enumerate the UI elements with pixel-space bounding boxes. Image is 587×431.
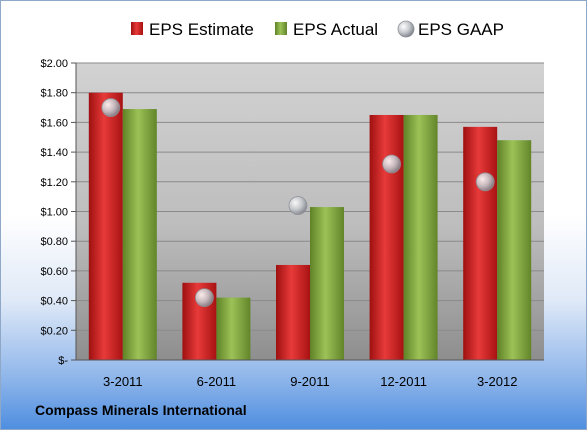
bar-eps-estimate [276, 264, 310, 360]
x-tick-label: 3-2011 [103, 374, 143, 389]
y-tick-label: $1.80 [40, 88, 68, 100]
bar-eps-actual [216, 297, 251, 360]
bar-eps-estimate [463, 126, 498, 360]
marker-eps-gaap [194, 288, 214, 308]
legend-swatch [131, 22, 143, 35]
gaap-markers [101, 98, 495, 308]
y-tick-label: $1.00 [40, 207, 68, 219]
y-tick-label: $0.80 [40, 236, 68, 248]
x-tick-label: 3-2012 [477, 374, 517, 389]
x-tick-label: 6-2011 [197, 374, 237, 389]
y-tick-label: $0.40 [40, 296, 68, 308]
legend-label: EPS GAAP [418, 20, 504, 39]
marker-eps-gaap [288, 196, 308, 215]
marker-eps-gaap [101, 98, 121, 117]
bars [88, 92, 532, 360]
legend-swatch [397, 20, 415, 38]
legend-swatch [275, 22, 287, 35]
y-tick-label: $1.60 [40, 117, 68, 129]
y-tick-label: $0.60 [40, 266, 68, 278]
y-tick-label: $- [58, 355, 68, 367]
y-tick-label: $2.00 [40, 58, 68, 70]
x-axis: 3-2011 6-2011 9-2011 12-2011 3-2012 [76, 359, 544, 389]
y-tick-label: $1.20 [40, 177, 68, 189]
bar-eps-actual [310, 207, 344, 360]
bar-eps-actual [403, 114, 438, 360]
y-axis: $- $0.20 $0.40 $0.60 $0.80 $1.00 $1.20 $1.40 $1.… [40, 58, 77, 367]
bar-eps-actual [497, 140, 532, 360]
company-name: Compass Minerals International [35, 402, 247, 418]
legend-label: EPS Actual [293, 20, 378, 39]
x-tick-label: 9-2011 [290, 374, 330, 389]
legend: EPS Estimate EPS Actual EPS GAAP [131, 20, 504, 39]
legend-label: EPS Estimate [149, 20, 254, 39]
marker-eps-gaap [382, 154, 402, 174]
y-tick-label: $1.40 [40, 147, 68, 159]
x-tick-label: 12-2011 [380, 374, 427, 389]
marker-eps-gaap [475, 172, 495, 192]
bar-eps-estimate [369, 114, 404, 360]
bar-eps-actual [122, 109, 157, 360]
y-tick-label: $0.20 [40, 325, 68, 337]
bar-eps-estimate [88, 92, 123, 360]
